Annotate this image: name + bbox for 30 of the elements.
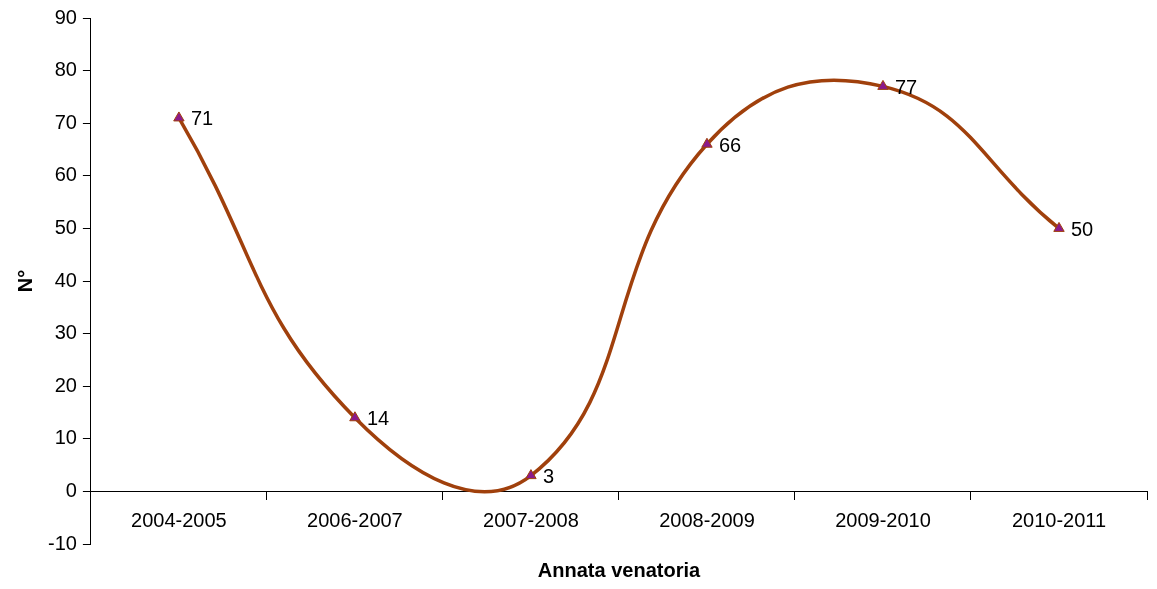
data-label: 14 — [366, 407, 390, 430]
x-tick-label: 2007-2008 — [483, 508, 579, 531]
data-label: 71 — [190, 107, 214, 130]
y-tick-label: 40 — [54, 268, 77, 291]
y-tick-label: 10 — [54, 426, 77, 449]
point — [1053, 221, 1065, 232]
x-tick-label: 2006-2007 — [307, 508, 403, 531]
y-tick-label: 50 — [54, 215, 77, 238]
y-tick-label: 70 — [54, 110, 77, 133]
y-tick-label: 90 — [54, 5, 77, 28]
x-tick-label: 2010-2011 — [1011, 508, 1107, 531]
y-tick-label: 20 — [54, 373, 77, 396]
y-tick-label: 60 — [54, 163, 77, 186]
data-label: 3 — [542, 465, 555, 488]
y-tick-label: 30 — [54, 321, 77, 344]
x-axis-title: Annata venatoria — [537, 558, 701, 581]
y-tick-label: -10 — [48, 531, 77, 554]
x-tick-label: 2009-2010 — [835, 508, 931, 531]
y-axis-title: N° — [13, 269, 36, 293]
data-label: 66 — [718, 133, 742, 156]
point — [877, 79, 889, 90]
data-label: 50 — [1070, 217, 1094, 240]
y-tick-label: 80 — [54, 58, 77, 81]
point — [349, 411, 361, 422]
x-tick-label: 2008-2009 — [659, 508, 755, 531]
point — [173, 111, 185, 122]
x-tick-label: 2004-2005 — [131, 508, 227, 531]
point — [701, 137, 713, 148]
point — [525, 469, 537, 480]
y-tick-label: 0 — [65, 478, 77, 501]
